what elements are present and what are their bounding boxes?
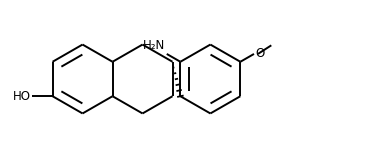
Text: O: O (255, 47, 265, 61)
Text: HO: HO (13, 90, 31, 103)
Text: H₂N: H₂N (143, 39, 165, 52)
